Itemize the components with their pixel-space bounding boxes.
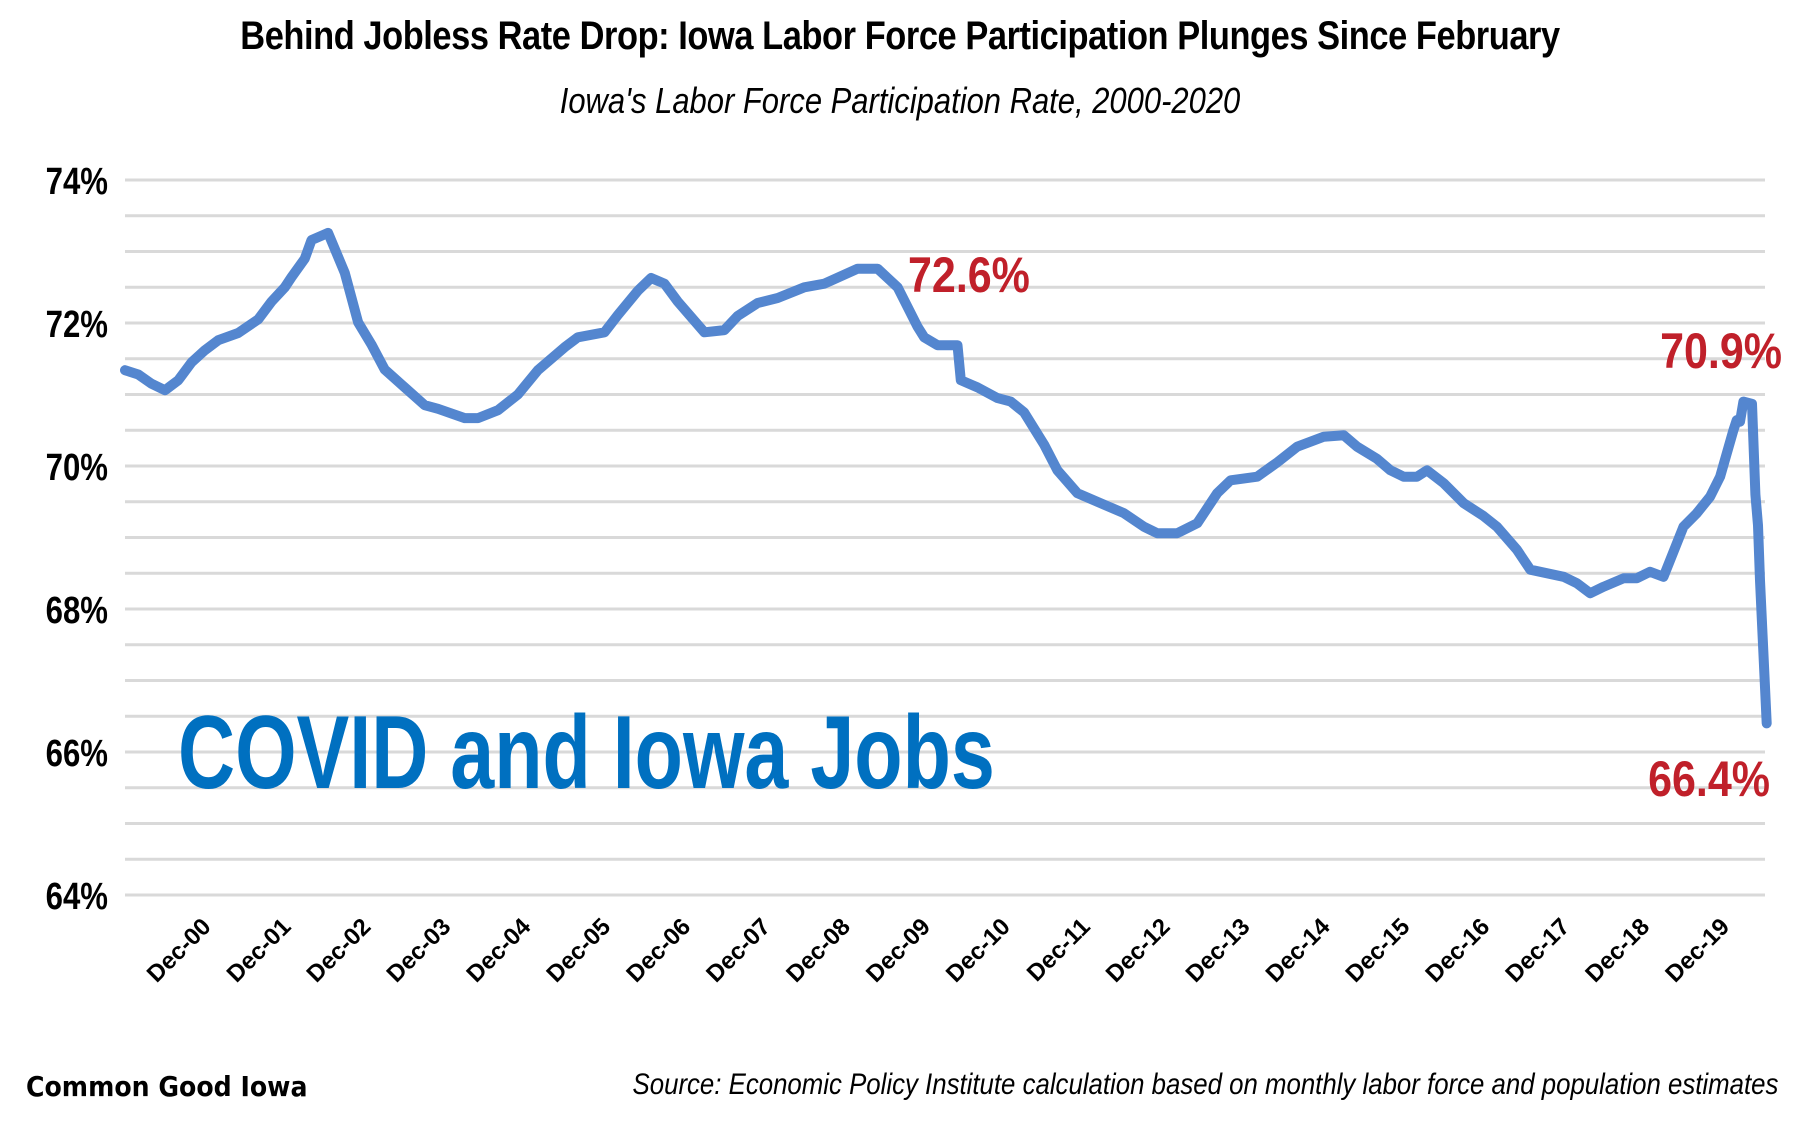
y-axis-ticks: 64% 66% 68% 70% 72% 74%	[46, 161, 108, 918]
x-tick-label: Dec-03	[382, 913, 457, 988]
x-tick-label: Dec-14	[1261, 913, 1336, 988]
x-tick-label: Dec-17	[1500, 913, 1575, 988]
series-layer	[120, 227, 1772, 729]
chart-title: Behind Jobless Rate Drop: Iowa Labor For…	[240, 14, 1560, 58]
data-annotation: 66.4%	[1648, 751, 1770, 807]
y-tick-label: 64%	[46, 876, 108, 918]
y-tick-label: 74%	[46, 161, 108, 203]
x-tick-label: Dec-13	[1181, 913, 1256, 988]
y-tick-label: 70%	[46, 447, 108, 489]
x-tick-label: Dec-18	[1580, 913, 1655, 988]
y-tick-label: 68%	[46, 590, 108, 632]
x-axis-ticks: Dec-00 Dec-01 Dec-02 Dec-03 Dec-04 Dec-05 Dec-…	[142, 913, 1735, 988]
x-tick-label: Dec-08	[781, 913, 856, 988]
x-tick-label: Dec-02	[302, 913, 377, 988]
y-tick-label: 72%	[46, 304, 108, 346]
data-annotation: 72.6%	[908, 247, 1030, 303]
annotations: 72.6% 70.9% 66.4%	[908, 247, 1782, 807]
x-tick-label: Dec-00	[142, 913, 217, 988]
x-tick-label: Dec-04	[461, 913, 536, 988]
footer-brand: Common Good Iowa	[26, 1070, 308, 1103]
watermark-text: COVID and Iowa Jobs	[178, 693, 995, 810]
x-tick-label: Dec-07	[701, 913, 776, 988]
x-tick-label: Dec-05	[541, 913, 616, 988]
x-tick-label: Dec-15	[1341, 913, 1416, 988]
x-tick-label: Dec-06	[621, 913, 696, 988]
x-tick-label: Dec-09	[861, 913, 936, 988]
x-tick-label: Dec-19	[1660, 913, 1735, 988]
y-tick-label: 66%	[46, 733, 108, 775]
series-line	[120, 227, 1772, 729]
chart-subtitle: Iowa's Labor Force Participation Rate, 2…	[559, 80, 1241, 121]
x-tick-label: Dec-01	[222, 913, 297, 988]
x-tick-label: Dec-10	[941, 913, 1016, 988]
x-tick-label: Dec-16	[1420, 913, 1495, 988]
data-annotation: 70.9%	[1660, 323, 1782, 379]
x-tick-label: Dec-12	[1101, 913, 1176, 988]
gridlines	[125, 178, 1765, 897]
x-tick-label: Dec-11	[1022, 913, 1096, 987]
footer-source: Source: Economic Policy Institute calcul…	[632, 1068, 1778, 1101]
